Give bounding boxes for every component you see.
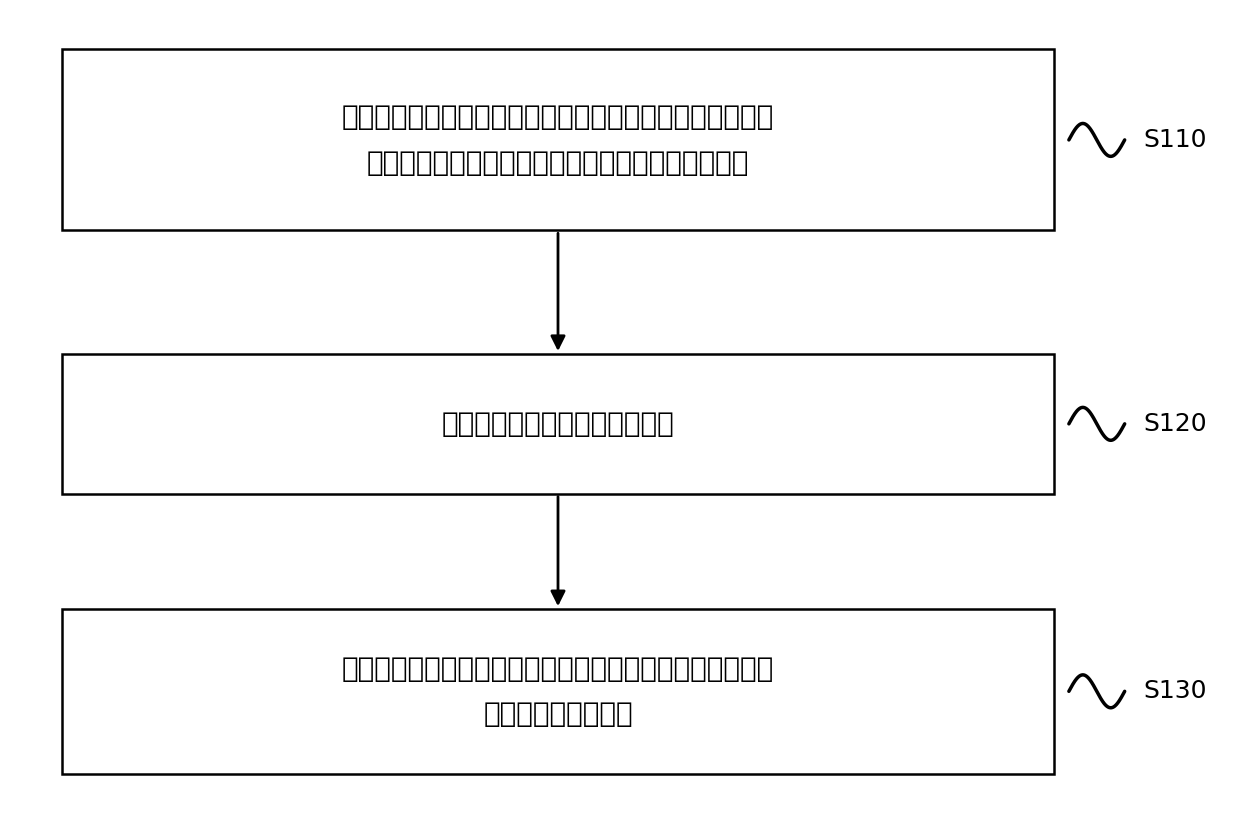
- Text: S130: S130: [1143, 679, 1207, 704]
- Text: 基于所述初始通量图确定权重图: 基于所述初始通量图确定权重图: [441, 410, 675, 438]
- Text: S110: S110: [1143, 128, 1207, 152]
- Bar: [62, 609, 1054, 774]
- Text: 获取目标对象的影像数据，对所述影像数据进行去散射处理
和反投影处理，生成当次治疗的各子野的初始通量图: 获取目标对象的影像数据，对所述影像数据进行去散射处理 和反投影处理，生成当次治疗…: [342, 103, 774, 177]
- Bar: [62, 49, 1054, 230]
- Text: 将所述权重图输入至剂量计算系统，输出所述目标对象在当
次治疗中的吸收剂量: 将所述权重图输入至剂量计算系统，输出所述目标对象在当 次治疗中的吸收剂量: [342, 654, 774, 728]
- Text: S120: S120: [1143, 412, 1207, 436]
- Bar: [62, 354, 1054, 494]
